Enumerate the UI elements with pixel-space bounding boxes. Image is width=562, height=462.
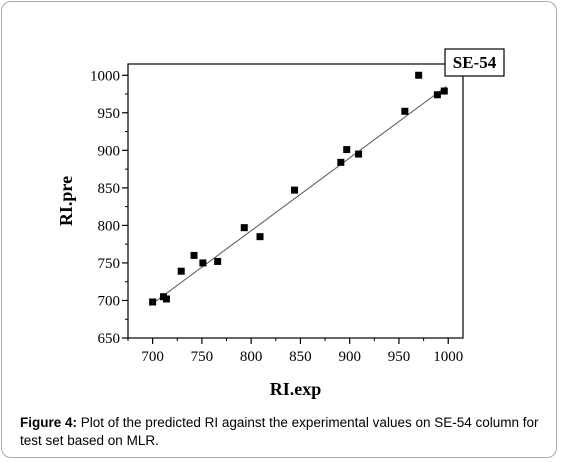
data-points bbox=[149, 71, 448, 306]
y-tick-label: 650 bbox=[98, 331, 121, 347]
x-tick-label: 950 bbox=[388, 349, 411, 365]
axis-ticks: 700 750 800 850 900 950 1000 650 700 750 800 850 900… bbox=[90, 68, 463, 365]
data-point bbox=[240, 224, 248, 232]
y-tick-label: 750 bbox=[98, 256, 121, 272]
figure-caption: Figure 4: Plot of the predicted RI again… bbox=[20, 414, 545, 450]
y-tick-label: 800 bbox=[98, 218, 121, 234]
data-point bbox=[177, 267, 185, 275]
regression-line bbox=[149, 86, 447, 307]
y-tick-label: 700 bbox=[98, 293, 121, 309]
x-tick-label: 1000 bbox=[433, 349, 463, 365]
x-tick-label: 750 bbox=[191, 349, 214, 365]
legend-box bbox=[444, 48, 505, 77]
data-point bbox=[355, 150, 363, 158]
y-tick-label: 950 bbox=[98, 106, 121, 122]
figure-frame bbox=[1, 1, 557, 458]
x-tick-label: 800 bbox=[240, 349, 263, 365]
data-point bbox=[337, 158, 345, 166]
scatter-plot: 700 750 800 850 900 950 1000 650 700 750 800 850 900… bbox=[56, 48, 505, 399]
x-tick-label: 850 bbox=[289, 349, 312, 365]
data-point bbox=[415, 71, 423, 79]
data-point bbox=[256, 233, 264, 241]
legend-label: SE-54 bbox=[453, 53, 497, 72]
data-point bbox=[291, 186, 299, 194]
x-tick-label: 900 bbox=[338, 349, 361, 365]
data-point bbox=[401, 107, 409, 115]
caption-text: Plot of the predicted RI against the exp… bbox=[20, 415, 539, 448]
x-axis-title: RI.exp bbox=[270, 379, 322, 399]
y-tick-label: 850 bbox=[98, 181, 121, 197]
data-point bbox=[190, 251, 198, 259]
x-tick-label: 700 bbox=[141, 349, 164, 365]
data-point bbox=[433, 91, 441, 99]
y-axis-title: RI.pre bbox=[56, 176, 76, 226]
data-point bbox=[440, 87, 448, 95]
data-point bbox=[149, 298, 157, 306]
data-point bbox=[199, 259, 207, 267]
plot-area-border bbox=[127, 63, 464, 339]
caption-label: Figure 4: bbox=[20, 415, 78, 430]
y-tick-label: 1000 bbox=[90, 68, 120, 84]
data-point bbox=[162, 295, 170, 303]
data-point bbox=[343, 146, 351, 154]
y-tick-label: 900 bbox=[98, 143, 121, 159]
data-point bbox=[214, 257, 222, 265]
